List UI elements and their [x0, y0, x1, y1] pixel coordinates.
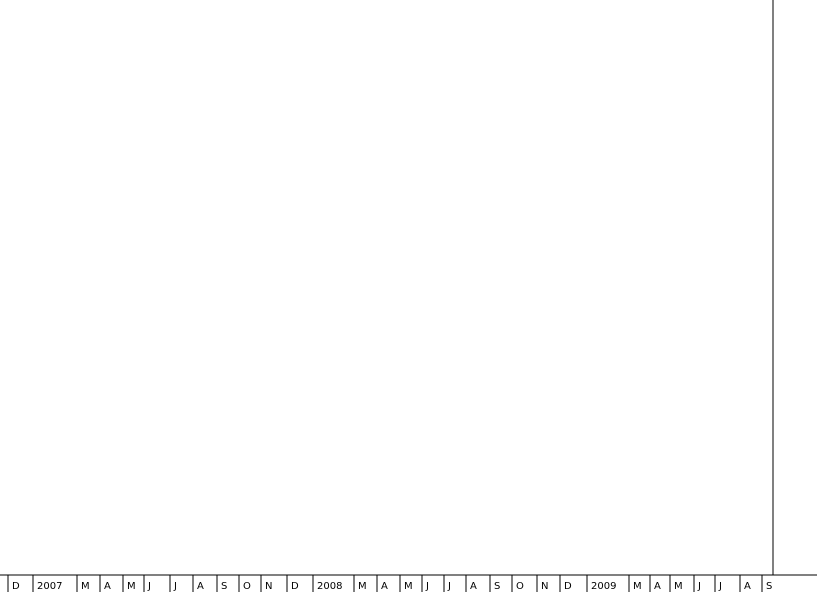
x-tick-label: N — [541, 581, 548, 592]
x-tick-label: S — [766, 581, 772, 592]
x-tick-label: D — [291, 581, 299, 592]
x-tick-label: A — [470, 581, 477, 592]
x-tick-label: 2009 — [591, 581, 616, 592]
x-tick-label: M — [633, 581, 642, 592]
x-tick-label: S — [221, 581, 227, 592]
x-tick-label: 2008 — [317, 581, 342, 592]
x-tick-label: A — [654, 581, 661, 592]
x-tick-label: A — [744, 581, 751, 592]
x-tick-label: O — [516, 581, 524, 592]
x-tick-label: M — [81, 581, 90, 592]
x-tick-label: O — [243, 581, 251, 592]
x-tick-label: D — [12, 581, 20, 592]
x-tick-label: A — [197, 581, 204, 592]
x-tick-label: J — [718, 581, 722, 592]
x-tick-label: M — [674, 581, 683, 592]
x-tick-label: M — [358, 581, 367, 592]
x-tick-label: A — [381, 581, 388, 592]
x-tick-label: J — [425, 581, 429, 592]
x-tick-label: A — [104, 581, 111, 592]
x-tick-label: D — [564, 581, 572, 592]
x-tick-label: M — [404, 581, 413, 592]
x-tick-label: J — [147, 581, 151, 592]
x-tick-label: J — [447, 581, 451, 592]
x-tick-label: J — [173, 581, 177, 592]
x-tick-label: S — [494, 581, 500, 592]
x-tick-label: M — [127, 581, 136, 592]
x-tick-label: 2007 — [37, 581, 62, 592]
x-tick-label: N — [265, 581, 272, 592]
x-tick-label: J — [697, 581, 701, 592]
